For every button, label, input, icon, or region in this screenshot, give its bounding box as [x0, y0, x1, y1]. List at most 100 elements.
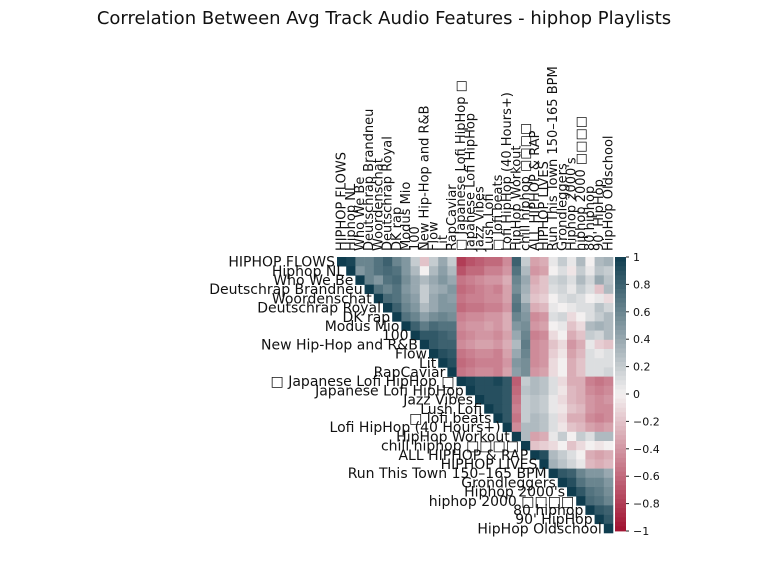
heatmap-cell — [594, 303, 605, 313]
heatmap-cell — [346, 257, 356, 267]
heatmap-cell — [576, 266, 586, 276]
heatmap-cell — [594, 487, 605, 497]
heatmap-cell — [594, 450, 605, 460]
heatmap-cell — [548, 404, 559, 414]
heatmap-cell — [576, 358, 586, 368]
heatmap-cell — [603, 441, 614, 451]
heatmap-cell — [438, 321, 448, 331]
heatmap-cell — [557, 441, 568, 451]
column-label: Grondleggers — [555, 163, 570, 251]
heatmap-cell — [521, 257, 531, 267]
heatmap-cell — [484, 358, 494, 368]
heatmap-cell — [548, 367, 559, 377]
heatmap-cell — [475, 376, 485, 387]
heatmap-cell — [493, 293, 503, 304]
heatmap-cell — [585, 413, 595, 423]
heatmap-cell — [585, 312, 595, 322]
heatmap-cell — [521, 303, 531, 313]
heatmap-cell — [594, 441, 605, 451]
heatmap-cell — [548, 431, 559, 442]
heatmap-cell — [364, 284, 375, 295]
heatmap-cell — [557, 358, 568, 368]
heatmap-cell — [576, 413, 586, 423]
heatmap-cell — [567, 293, 577, 304]
colorbar-segment — [615, 435, 626, 441]
column-label: Jazz Vibes — [473, 186, 488, 252]
heatmap-cell — [465, 349, 476, 359]
heatmap-cell — [373, 284, 384, 295]
heatmap-cell — [548, 450, 559, 460]
heatmap-cell — [603, 330, 614, 341]
heatmap-cell — [447, 266, 457, 276]
colorbar-tick-label: 0.2 — [633, 361, 651, 374]
colorbar-segment — [615, 462, 626, 468]
heatmap-cell — [576, 321, 586, 331]
column-label: Who We Be — [353, 177, 368, 251]
column-label: Lit — [436, 235, 451, 251]
heatmap-cell — [576, 349, 586, 359]
heatmap-cell — [493, 395, 503, 405]
row-label: □ Japanese Lofi HipHop □ — [271, 374, 455, 390]
heatmap-cell — [576, 339, 586, 350]
heatmap-cell — [383, 293, 393, 304]
heatmap-cell — [576, 395, 586, 405]
heatmap-cell — [539, 385, 549, 396]
heatmap-cell — [585, 339, 595, 350]
row-label: DK rap — [343, 310, 391, 326]
heatmap-cell — [521, 321, 531, 331]
row-label: 100 — [382, 328, 409, 344]
heatmap-cell — [594, 349, 605, 359]
heatmap-cells — [337, 257, 614, 534]
heatmap-cell — [475, 395, 485, 405]
column-label: DK rap — [390, 207, 405, 251]
heatmap-cell — [475, 349, 485, 359]
heatmap-cell — [585, 257, 595, 267]
heatmap-cell — [484, 303, 494, 313]
heatmap-cell — [585, 422, 595, 433]
heatmap-cell — [548, 284, 559, 295]
heatmap-cell — [419, 321, 430, 331]
heatmap-cell — [447, 339, 457, 350]
chart-title: Correlation Between Avg Track Audio Feat… — [96, 8, 672, 29]
column-label: 90' HipHop — [592, 179, 607, 251]
heatmap-cell — [475, 284, 485, 295]
heatmap-cell — [475, 275, 485, 285]
heatmap-cell — [530, 303, 540, 313]
heatmap-cell — [603, 284, 614, 295]
heatmap-cell — [502, 367, 513, 377]
column-label: Lofi HipHop (40 Hours+) — [500, 92, 515, 251]
colorbar-segment — [615, 421, 626, 427]
heatmap-cell — [465, 385, 476, 396]
colorbar-segment — [615, 499, 626, 504]
heatmap-cell — [429, 312, 439, 322]
column-label: □ Japanese Lofi HipHop □ — [454, 80, 469, 251]
heatmap-cell — [383, 284, 393, 295]
heatmap-cell — [585, 441, 595, 451]
heatmap-cell — [521, 330, 531, 341]
heatmap-cell — [484, 349, 494, 359]
colorbar-segment — [615, 270, 626, 276]
heatmap-cell — [456, 358, 467, 368]
heatmap-cell — [410, 321, 421, 331]
heatmap-cell — [594, 459, 605, 469]
heatmap-cell — [521, 358, 531, 368]
heatmap-cell — [567, 266, 577, 276]
heatmap-cell — [465, 330, 476, 341]
heatmap-cell — [576, 367, 586, 377]
heatmap-cell — [511, 431, 522, 442]
colorbar-tick-label: 1 — [633, 251, 640, 264]
heatmap-cell — [438, 284, 448, 295]
heatmap-cell — [484, 257, 494, 267]
heatmap-cell — [429, 303, 439, 313]
row-label: Hiphop 2000's — [464, 485, 565, 501]
colorbar-segment — [615, 357, 626, 363]
heatmap-cell — [438, 349, 448, 359]
heatmap-cell — [567, 358, 577, 368]
heatmap-cell — [576, 441, 586, 451]
heatmap-cell — [475, 303, 485, 313]
heatmap-cell — [548, 441, 559, 451]
heatmap-cell — [567, 459, 577, 469]
heatmap-cell — [438, 312, 448, 322]
heatmap-cell — [493, 349, 503, 359]
heatmap-cell — [521, 266, 531, 276]
